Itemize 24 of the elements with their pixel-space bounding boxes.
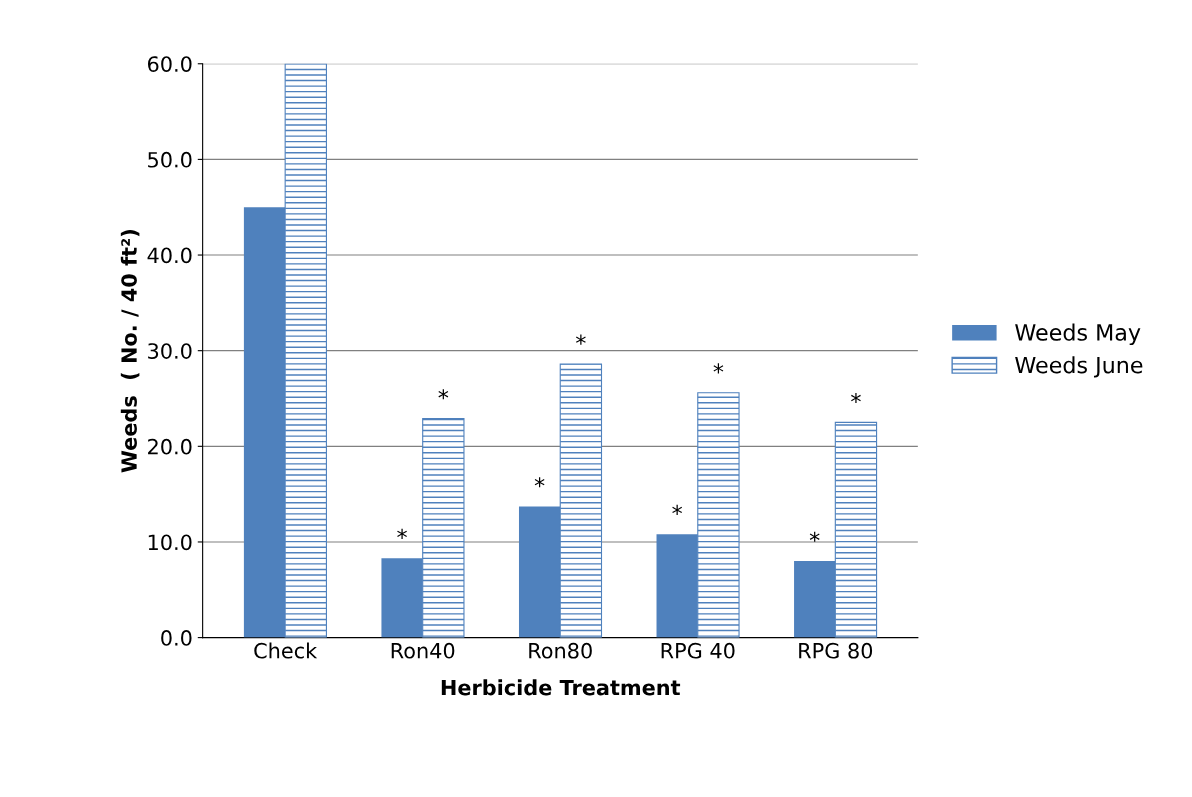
y-tick-label: 10.0	[148, 534, 192, 551]
x-axis-title: Herbicide Treatment	[441, 679, 681, 696]
y-tick-label: 60.0	[147, 56, 192, 72]
annotation: *	[809, 531, 820, 542]
y-tick-label: 30.0	[148, 343, 192, 359]
x-tick-label: RPG 80	[799, 642, 873, 659]
y-tick-label: 40.0	[147, 247, 192, 264]
legend-label: Weeds June	[1015, 356, 1143, 378]
x-tick-label: RPG 40	[661, 642, 735, 659]
annotation: *	[397, 528, 407, 539]
y-tick-label: 0.0	[161, 630, 192, 646]
annotation: *	[672, 504, 683, 515]
annotation: *	[713, 363, 724, 374]
y-tick-label: 50.0	[148, 151, 192, 168]
annotation: *	[851, 392, 861, 404]
x-tick-label: Ron80	[529, 642, 592, 659]
annotation: *	[438, 389, 449, 400]
annotation: *	[534, 477, 545, 488]
annotation: *	[575, 334, 586, 345]
y-axis-title: Weeds ( No. / 40 ft²)	[120, 230, 140, 473]
legend-label: Weeds May	[1015, 323, 1141, 346]
x-tick-label: Check	[254, 642, 318, 659]
y-tick-label: 20.0	[148, 438, 192, 455]
x-tick-label: Ron40	[391, 642, 455, 659]
